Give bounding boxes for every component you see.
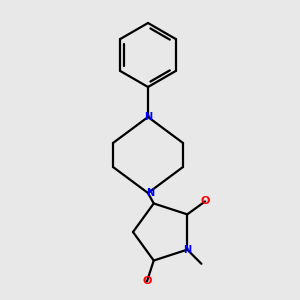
Text: N: N: [183, 244, 191, 255]
Text: N: N: [146, 188, 154, 198]
Text: O: O: [142, 277, 152, 286]
Text: N: N: [144, 112, 152, 122]
Text: O: O: [200, 196, 210, 206]
